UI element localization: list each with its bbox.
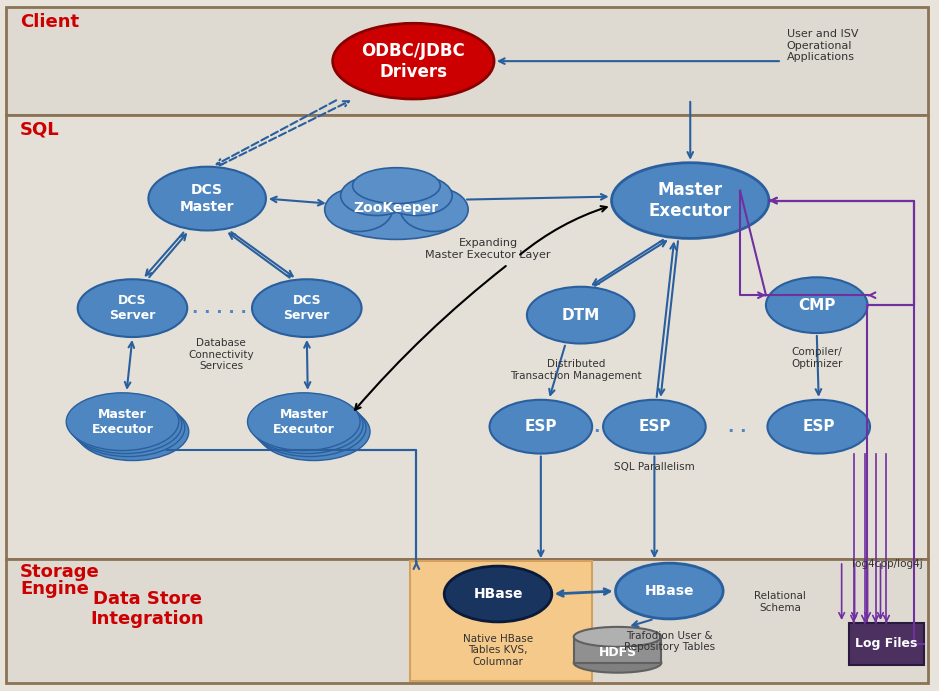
Text: . . . . .: . . . . . [192, 299, 247, 317]
Text: DCS
Master: DCS Master [180, 184, 235, 214]
Text: Expanding
Master Executor Layer: Expanding Master Executor Layer [425, 238, 551, 260]
Text: log4cpp/log4j: log4cpp/log4j [852, 559, 922, 569]
Text: Native HBase
Tables KVS,
Columnar: Native HBase Tables KVS, Columnar [463, 634, 533, 667]
Ellipse shape [148, 167, 266, 231]
Text: Storage: Storage [20, 563, 100, 581]
FancyBboxPatch shape [6, 559, 929, 683]
Ellipse shape [574, 653, 661, 673]
Text: HBase: HBase [473, 587, 523, 601]
Text: SQL: SQL [20, 121, 59, 139]
Text: ZooKeeper: ZooKeeper [354, 200, 439, 214]
Ellipse shape [603, 400, 706, 453]
Text: Engine: Engine [20, 580, 89, 598]
Text: Master
Executor: Master Executor [92, 408, 153, 436]
Ellipse shape [616, 563, 723, 619]
Ellipse shape [766, 277, 868, 333]
Text: ESP: ESP [639, 419, 670, 434]
Ellipse shape [69, 396, 182, 453]
Text: ESP: ESP [525, 419, 557, 434]
Ellipse shape [489, 400, 593, 453]
Text: Master
Executor: Master Executor [649, 181, 731, 220]
Text: CMP: CMP [798, 298, 836, 312]
Text: User and ISV
Operational
Applications: User and ISV Operational Applications [787, 29, 858, 62]
Ellipse shape [380, 176, 453, 216]
Ellipse shape [611, 162, 769, 238]
Text: DTM: DTM [562, 307, 600, 323]
Text: HBase: HBase [644, 584, 694, 598]
FancyBboxPatch shape [410, 561, 592, 681]
FancyBboxPatch shape [6, 115, 929, 559]
FancyBboxPatch shape [574, 637, 661, 663]
Ellipse shape [76, 403, 189, 460]
Ellipse shape [78, 279, 187, 337]
Text: ODBC/JDBC
Drivers: ODBC/JDBC Drivers [362, 41, 465, 81]
Text: Trafodion User &
Repository Tables: Trafodion User & Repository Tables [623, 631, 715, 652]
Text: Distributed
Transaction Management: Distributed Transaction Management [510, 359, 641, 381]
FancyBboxPatch shape [6, 8, 929, 115]
Text: DCS
Server: DCS Server [284, 294, 330, 322]
Ellipse shape [400, 188, 469, 231]
Ellipse shape [251, 396, 363, 453]
Text: Database
Connectivity
Services: Database Connectivity Services [189, 338, 254, 371]
Ellipse shape [767, 400, 870, 453]
Ellipse shape [257, 403, 370, 460]
Ellipse shape [574, 627, 661, 647]
Ellipse shape [444, 566, 552, 622]
Ellipse shape [248, 392, 360, 451]
Text: Data Store
Integration: Data Store Integration [90, 589, 204, 628]
Ellipse shape [72, 399, 185, 457]
Text: DCS
Server: DCS Server [109, 294, 156, 322]
Text: Relational
Schema: Relational Schema [754, 591, 806, 613]
Ellipse shape [252, 279, 362, 337]
FancyBboxPatch shape [849, 623, 924, 665]
Text: ESP: ESP [803, 419, 835, 434]
Text: HDFS: HDFS [598, 646, 637, 659]
Ellipse shape [67, 392, 178, 451]
Text: Compiler/
Optimizer: Compiler/ Optimizer [791, 347, 842, 368]
Ellipse shape [353, 168, 440, 204]
Text: SQL Parallelism: SQL Parallelism [614, 462, 695, 471]
Text: . .: . . [728, 417, 747, 436]
Ellipse shape [330, 188, 464, 239]
Ellipse shape [254, 399, 366, 457]
Ellipse shape [527, 287, 635, 343]
Text: . . .: . . . [582, 417, 613, 436]
Ellipse shape [341, 176, 412, 216]
Text: Master
Executor: Master Executor [273, 408, 334, 436]
Text: Client: Client [20, 13, 79, 31]
Text: Log Files: Log Files [855, 637, 917, 650]
Ellipse shape [332, 23, 494, 99]
Ellipse shape [325, 188, 393, 231]
